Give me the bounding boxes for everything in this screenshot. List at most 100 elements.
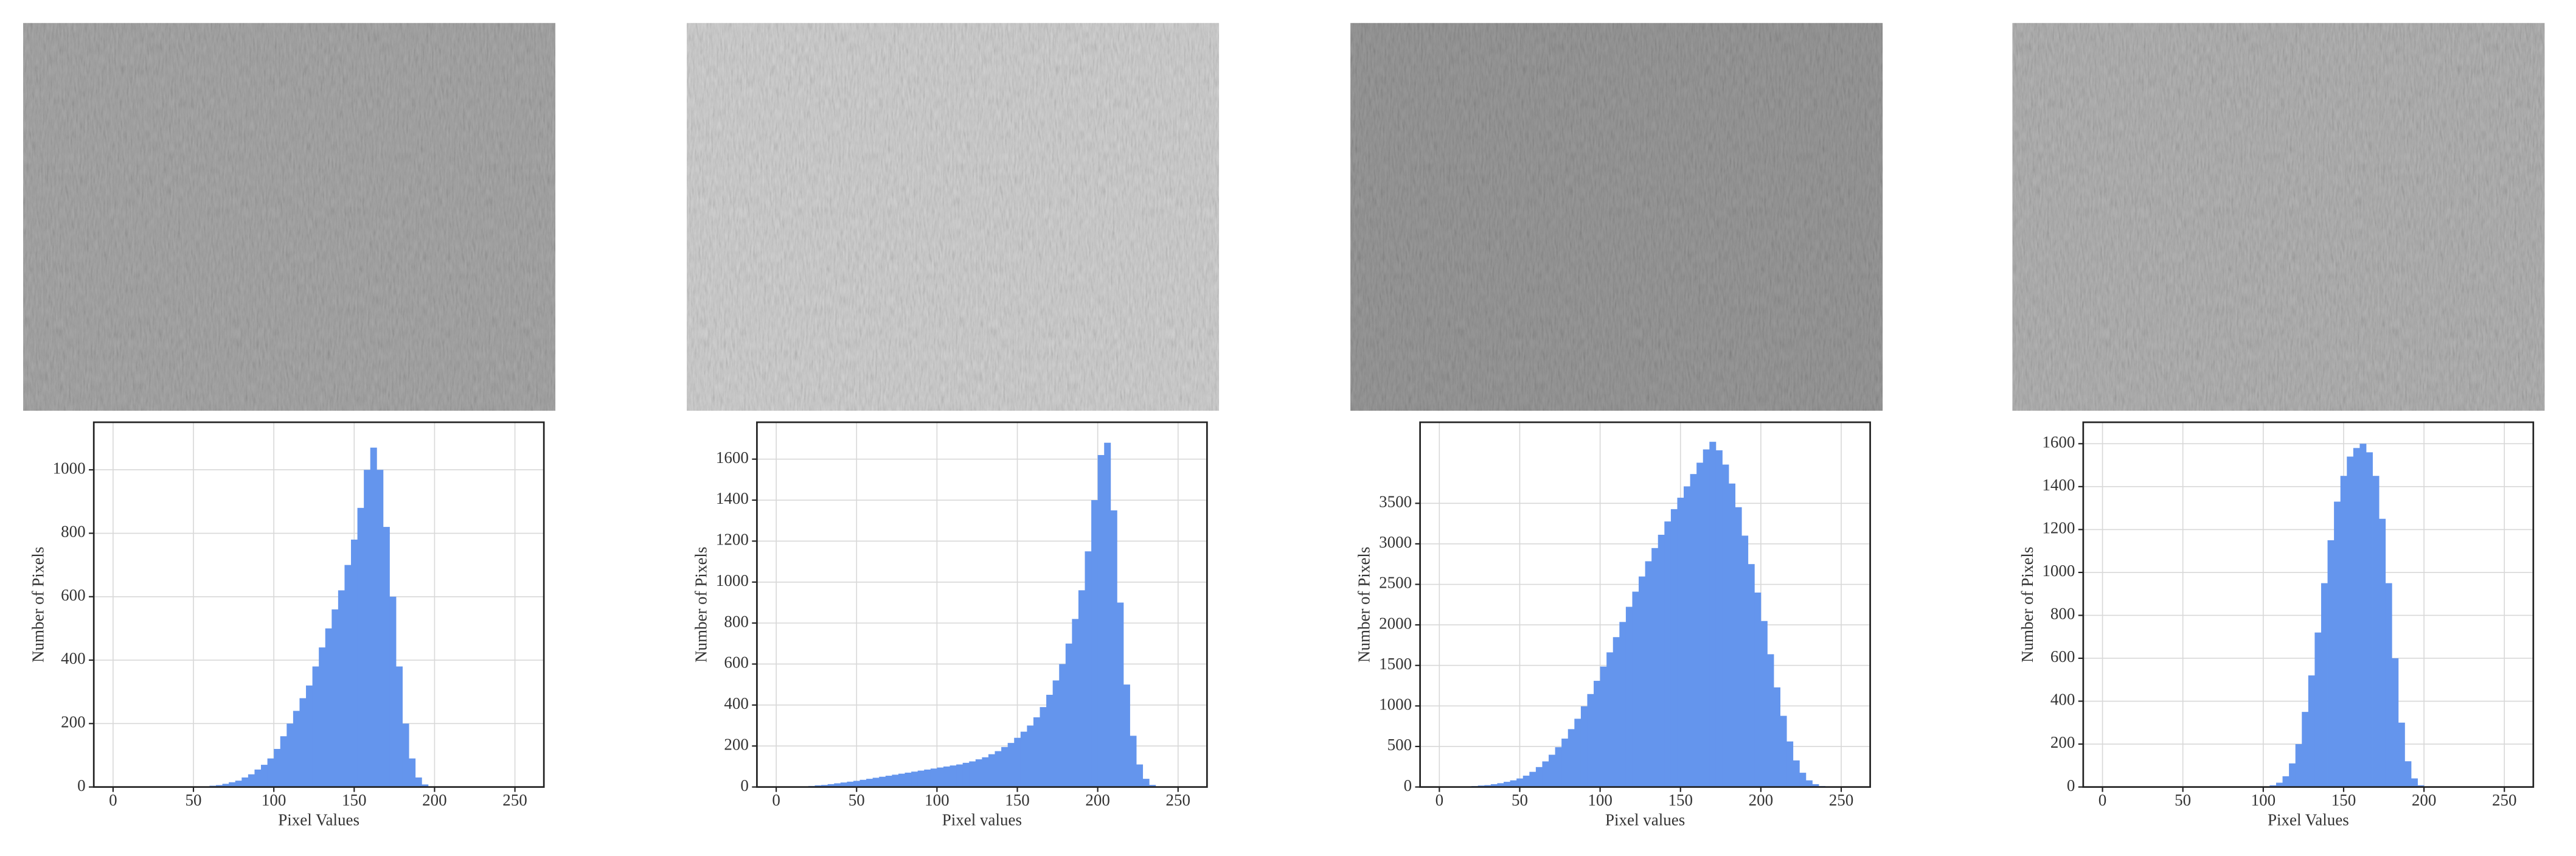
- y-tick-label: 800: [61, 523, 86, 541]
- y-tick-label: 1200: [716, 531, 749, 549]
- histogram-bar: [1664, 521, 1672, 787]
- histogram-bar: [859, 779, 867, 787]
- histogram-bar: [917, 770, 925, 787]
- x-tick-label: 0: [1436, 791, 1444, 809]
- y-tick-label: 200: [2050, 733, 2075, 751]
- histogram-bar: [351, 539, 358, 787]
- x-tick-label: 100: [2251, 791, 2276, 809]
- histogram-bar: [2276, 782, 2283, 787]
- y-tick-label: 1000: [716, 571, 749, 590]
- histogram-bar: [1587, 694, 1594, 787]
- x-tick-label: 50: [849, 791, 865, 809]
- histogram-bar: [2353, 448, 2360, 787]
- histogram-bar: [2359, 444, 2367, 787]
- histogram-bar: [995, 751, 1002, 787]
- histogram-bar: [1774, 687, 1780, 787]
- histogram-bar: [1805, 780, 1813, 787]
- histogram-bar: [1684, 486, 1691, 787]
- histogram-bar: [2302, 712, 2309, 787]
- histogram-bar: [950, 765, 957, 787]
- y-tick-label: 1000: [53, 459, 86, 477]
- histogram-bar: [1594, 681, 1601, 787]
- histogram-bar: [1722, 464, 1729, 787]
- histogram-bar: [879, 776, 886, 787]
- histogram-bar: [1735, 507, 1742, 787]
- y-tick-label: 1400: [716, 489, 749, 507]
- histogram-bar: [325, 628, 332, 787]
- x-tick-label: 250: [2492, 791, 2517, 809]
- axes-frame: [1419, 421, 1871, 788]
- histogram-bar: [306, 685, 313, 787]
- histogram-bar: [1799, 773, 1807, 787]
- histogram-bar: [840, 782, 847, 787]
- x-tick-label: 50: [1512, 791, 1528, 809]
- histogram-bar: [827, 784, 835, 787]
- y-tick-label: 800: [724, 612, 749, 630]
- histogram-bar: [1072, 619, 1079, 787]
- y-tick-label: 400: [61, 649, 86, 667]
- histogram-bar: [357, 507, 364, 787]
- histogram-bar: [1561, 739, 1569, 787]
- x-tick-label: 150: [1668, 791, 1693, 809]
- histogram-bar: [2282, 776, 2290, 787]
- histogram-bar: [1651, 548, 1659, 787]
- histogram-bar: [1793, 760, 1800, 787]
- histogram-chart: 0 50 100 150 200 2500500100015002000250030003…: [1355, 421, 1871, 829]
- histogram-bar: [1014, 737, 1021, 787]
- histogram-bar: [1052, 680, 1060, 787]
- histogram-bar: [1085, 551, 1092, 787]
- x-tick-label: 50: [186, 791, 202, 809]
- histogram-bar: [2366, 452, 2373, 787]
- histogram-bar: [1529, 771, 1536, 787]
- histogram-bar: [1117, 602, 1124, 787]
- x-axis-label: Pixel values: [942, 810, 1022, 829]
- histogram-bar: [2308, 675, 2315, 787]
- x-tick-label: 100: [262, 791, 286, 809]
- y-tick-label: 800: [2050, 605, 2075, 623]
- histogram-bar: [2417, 785, 2425, 787]
- histogram-bar: [2347, 456, 2354, 787]
- micrograph: [1350, 23, 1883, 411]
- histogram-bar: [1677, 498, 1684, 787]
- histogram-bar: [2372, 476, 2380, 787]
- y-tick-label: 1000: [2042, 562, 2075, 580]
- histogram-bar: [1760, 621, 1768, 787]
- y-tick-label: 1600: [716, 448, 749, 467]
- histogram-bar: [872, 778, 880, 787]
- x-tick-label: 50: [2175, 791, 2191, 809]
- histogram-bar: [396, 666, 403, 787]
- histogram-bar: [969, 761, 976, 787]
- micrograph: [687, 23, 1220, 411]
- histogram-bar: [834, 783, 841, 787]
- y-tick-label: 600: [2050, 647, 2075, 666]
- histogram-bar: [383, 527, 390, 787]
- histogram-bar: [364, 470, 371, 787]
- histogram-bar: [1786, 741, 1794, 787]
- histogram-bar: [267, 758, 274, 787]
- histogram-bar: [1658, 534, 1665, 787]
- histogram-bar: [248, 774, 255, 787]
- histogram-bar: [1136, 764, 1144, 787]
- histogram-bar: [229, 782, 236, 787]
- histogram-bar: [2379, 518, 2386, 787]
- histogram-bar: [1130, 736, 1137, 787]
- histogram-bar: [312, 666, 319, 787]
- histogram-bar: [975, 759, 982, 787]
- histogram-bar: [1046, 695, 1054, 787]
- histogram-bar: [377, 470, 384, 787]
- y-tick-label: 200: [724, 735, 749, 753]
- histogram-bar: [1065, 643, 1072, 787]
- histogram-bar: [389, 596, 397, 787]
- histogram-bar: [1748, 564, 1755, 787]
- histogram-bar: [2295, 744, 2302, 787]
- x-tick-label: 250: [502, 791, 527, 809]
- histogram-bar: [332, 609, 339, 787]
- histogram-bar: [1729, 483, 1736, 787]
- histogram-bar: [1632, 591, 1639, 787]
- x-axis-label: Pixel Values: [2268, 810, 2349, 829]
- histogram-bar: [293, 711, 300, 787]
- histogram-bar: [402, 723, 409, 787]
- histogram-bar: [1149, 785, 1156, 787]
- histogram-bar: [2392, 658, 2399, 787]
- y-axis-label: Number of Pixels: [692, 547, 710, 663]
